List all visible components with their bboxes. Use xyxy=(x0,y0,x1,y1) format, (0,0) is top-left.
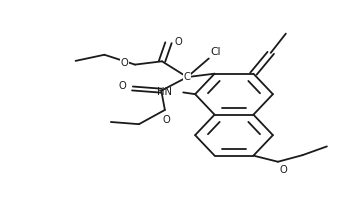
Text: HN: HN xyxy=(157,87,172,97)
Text: O: O xyxy=(118,81,126,91)
Text: O: O xyxy=(280,165,288,175)
Text: O: O xyxy=(163,115,171,125)
Text: C: C xyxy=(184,72,191,82)
Text: O: O xyxy=(121,58,129,68)
Text: O: O xyxy=(175,37,183,47)
Text: Cl: Cl xyxy=(210,47,221,57)
